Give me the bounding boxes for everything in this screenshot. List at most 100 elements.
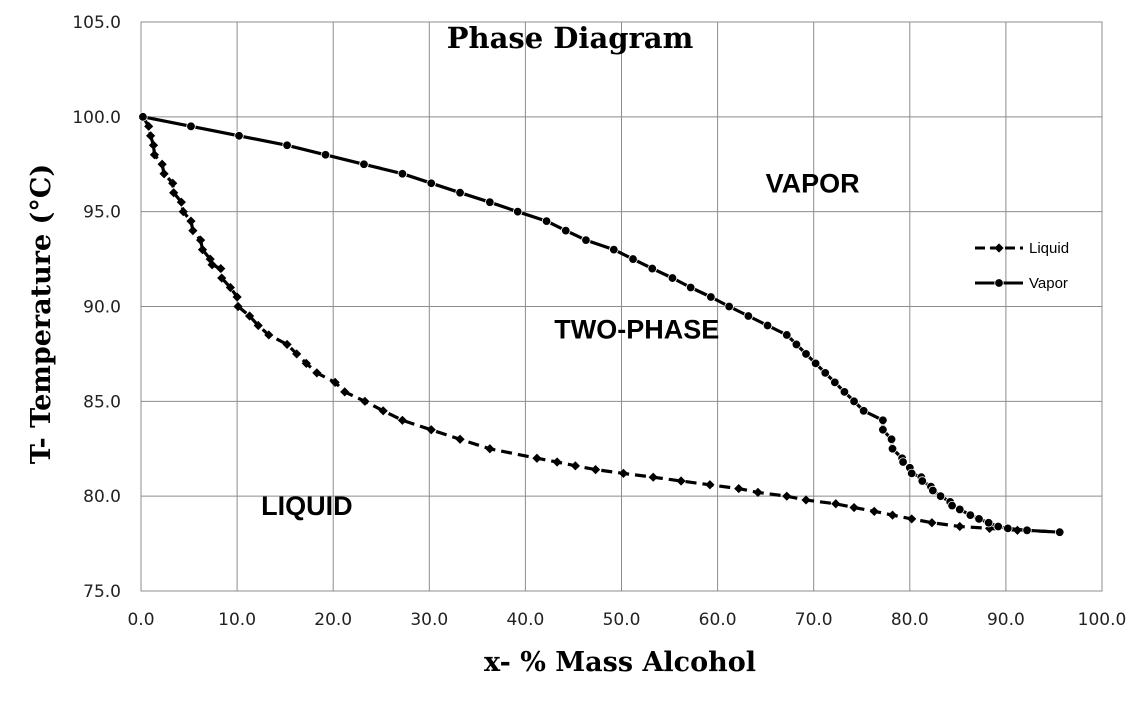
liquid-point bbox=[397, 415, 407, 425]
liquid-point bbox=[232, 292, 242, 302]
y-tick-label: 85.0 bbox=[83, 392, 121, 412]
vapor-point bbox=[234, 131, 244, 141]
liquid-point bbox=[292, 349, 302, 359]
liquid-point bbox=[178, 207, 188, 217]
legend-label-liquid: Liquid bbox=[1029, 240, 1069, 257]
vapor-point bbox=[928, 485, 938, 496]
liquid-point bbox=[532, 453, 542, 463]
vapor-point bbox=[561, 225, 571, 236]
liquid-point bbox=[282, 339, 292, 350]
x-tick-label: 100.0 bbox=[1078, 610, 1127, 630]
liquid-point bbox=[782, 491, 792, 501]
region-label-two-phase: TWO-PHASE bbox=[554, 315, 719, 345]
y-tick-label: 100.0 bbox=[72, 108, 121, 128]
liquid-point bbox=[169, 188, 179, 198]
liquid-point bbox=[753, 487, 763, 497]
vapor-point bbox=[974, 514, 984, 524]
liquid-point bbox=[849, 502, 859, 513]
x-tick-label: 90.0 bbox=[987, 610, 1025, 630]
chart-title: Phase Diagram bbox=[447, 21, 694, 55]
liquid-point bbox=[217, 273, 227, 283]
vapor-point bbox=[965, 510, 976, 520]
series-layer bbox=[138, 112, 1065, 537]
x-tick-label: 60.0 bbox=[699, 610, 737, 630]
y-tick-label: 95.0 bbox=[83, 203, 121, 223]
vapor-point bbox=[947, 500, 957, 511]
vapor-point bbox=[282, 140, 292, 150]
vapor-point bbox=[917, 476, 927, 486]
vapor-point bbox=[878, 425, 888, 435]
legend: Liquid Vapor bbox=[975, 240, 1069, 292]
x-tick-label: 10.0 bbox=[218, 610, 256, 630]
legend-marker-vapor bbox=[994, 278, 1004, 288]
liquid-point bbox=[955, 521, 965, 532]
liquid-point bbox=[195, 235, 206, 245]
liquid-point bbox=[301, 358, 311, 368]
liquid-point bbox=[590, 465, 601, 475]
liquid-point bbox=[831, 499, 841, 509]
vapor-point bbox=[455, 187, 465, 198]
vapor-point bbox=[513, 206, 523, 217]
vapor-point bbox=[878, 415, 888, 426]
liquid-point bbox=[485, 444, 495, 454]
y-tick-label: 80.0 bbox=[83, 487, 121, 507]
liquid-point bbox=[570, 461, 580, 471]
liquid-point bbox=[618, 468, 629, 479]
y-tick-label: 75.0 bbox=[83, 582, 121, 602]
y-tick-label: 90.0 bbox=[83, 298, 121, 318]
x-tick-label: 80.0 bbox=[891, 610, 929, 630]
liquid-point bbox=[340, 387, 350, 397]
vapor-series bbox=[138, 112, 1065, 537]
y-axis-title: T- Temperature (°C) bbox=[26, 164, 57, 464]
vapor-point bbox=[320, 150, 331, 160]
y-tick-label: 105.0 bbox=[72, 13, 121, 33]
liquid-point bbox=[176, 197, 186, 207]
legend-label-vapor: Vapor bbox=[1029, 275, 1068, 292]
vapor-point bbox=[186, 121, 196, 132]
vapor-point bbox=[138, 112, 148, 122]
vapor-point bbox=[1022, 525, 1032, 536]
liquid-point bbox=[157, 159, 167, 169]
liquid-point bbox=[148, 140, 159, 150]
liquid-point bbox=[378, 406, 388, 416]
x-tick-label: 20.0 bbox=[314, 610, 352, 630]
vapor-point bbox=[685, 282, 696, 293]
liquid-point bbox=[216, 263, 226, 274]
vapor-point bbox=[647, 263, 657, 274]
liquid-point bbox=[312, 368, 322, 378]
vapor-point bbox=[983, 518, 994, 528]
vapor-point bbox=[887, 444, 898, 454]
liquid-point bbox=[168, 178, 178, 188]
liquid-point bbox=[264, 330, 274, 340]
liquid-point bbox=[455, 434, 465, 444]
vapor-point bbox=[898, 457, 908, 467]
vapor-point bbox=[397, 169, 408, 179]
liquid-point bbox=[207, 260, 217, 270]
vapor-point bbox=[485, 197, 495, 207]
liquid-point bbox=[705, 480, 715, 490]
liquid-point bbox=[426, 425, 436, 435]
vapor-point bbox=[628, 254, 638, 264]
liquid-point bbox=[146, 131, 156, 141]
legend-item-liquid: Liquid bbox=[975, 240, 1069, 257]
liquid-point bbox=[676, 476, 686, 486]
vapor-point bbox=[581, 235, 591, 245]
liquid-point bbox=[159, 169, 169, 179]
x-tick-label: 0.0 bbox=[127, 610, 154, 630]
vapor-point bbox=[820, 368, 830, 378]
plot-frame bbox=[140, 21, 1103, 592]
liquid-point bbox=[197, 245, 208, 255]
liquid-point bbox=[188, 226, 198, 236]
vapor-point bbox=[955, 504, 965, 515]
vapor-point bbox=[426, 178, 436, 188]
annotations: VAPOR TWO-PHASE LIQUID bbox=[261, 169, 860, 521]
vapor-point bbox=[724, 301, 734, 312]
vapor-point bbox=[801, 349, 811, 359]
liquid-point bbox=[927, 518, 937, 528]
vapor-point bbox=[858, 406, 869, 416]
vapor-point bbox=[609, 244, 619, 255]
liquid-point bbox=[869, 506, 879, 516]
liquid-point bbox=[801, 495, 811, 505]
